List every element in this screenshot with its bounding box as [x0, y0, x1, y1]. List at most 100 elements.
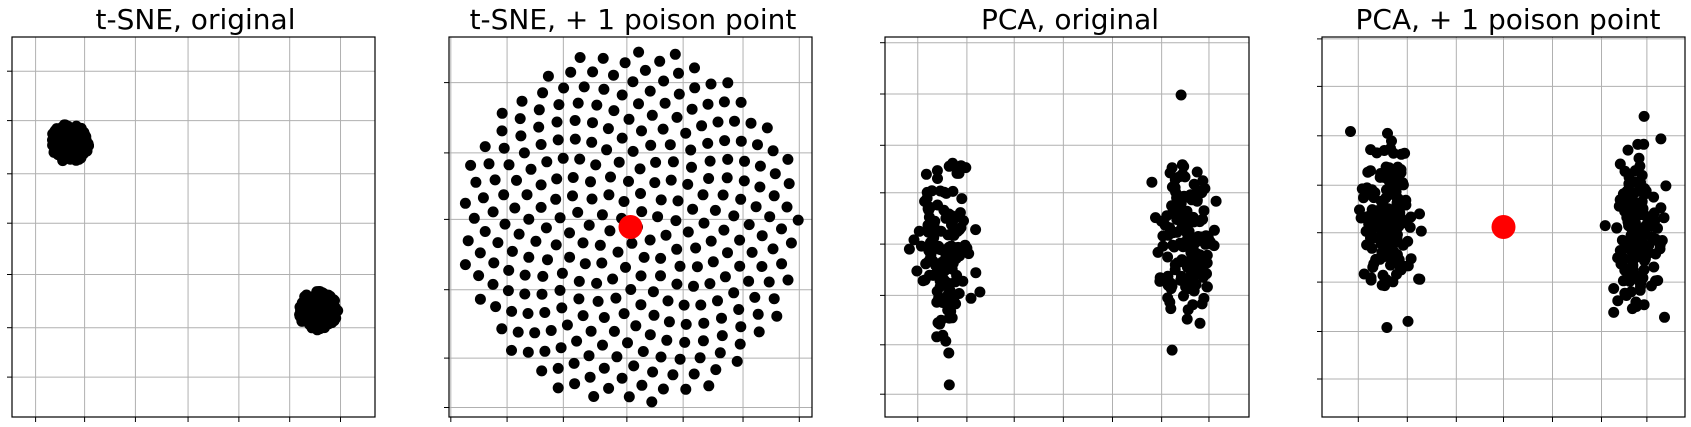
data-point — [644, 329, 656, 341]
data-point — [1405, 253, 1417, 265]
data-point — [689, 82, 701, 94]
data-point — [567, 190, 578, 202]
data-point — [932, 199, 943, 211]
data-point — [506, 245, 518, 257]
data-point — [628, 360, 640, 372]
data-point — [1648, 261, 1660, 273]
data-point — [924, 269, 936, 281]
data-point — [756, 261, 768, 272]
data-point — [1413, 273, 1425, 285]
data-point — [551, 173, 563, 185]
data-point — [943, 312, 955, 324]
data-point — [754, 181, 766, 193]
panel-2: t-SNE, + 1 poison point — [444, 3, 813, 422]
data-point — [1405, 211, 1417, 223]
data-point — [511, 174, 522, 186]
data-point — [716, 312, 727, 324]
data-point — [518, 147, 530, 159]
panel-3: PCA, original — [880, 3, 1250, 422]
data-point — [479, 141, 491, 153]
data-point — [702, 137, 714, 149]
data-point — [558, 82, 570, 94]
data-point — [664, 139, 676, 151]
data-point — [1612, 295, 1624, 307]
data-point — [1166, 344, 1178, 356]
data-point — [618, 308, 630, 320]
data-point — [603, 382, 615, 394]
data-point — [728, 210, 740, 222]
data-point — [636, 125, 647, 137]
data-point — [492, 237, 504, 249]
data-point — [545, 325, 557, 336]
data-point — [785, 237, 797, 249]
data-point — [970, 224, 982, 236]
data-point — [943, 379, 955, 391]
data-point — [1208, 224, 1220, 236]
data-point — [738, 175, 750, 187]
data-point — [498, 142, 510, 154]
data-point — [462, 235, 474, 247]
data-point — [1187, 244, 1199, 256]
data-point — [596, 209, 608, 221]
data-point — [1650, 275, 1661, 287]
data-point — [718, 224, 730, 236]
data-point — [574, 153, 586, 165]
data-point — [1164, 167, 1176, 179]
data-point — [1178, 290, 1189, 302]
data-point — [314, 289, 326, 301]
data-point — [627, 76, 639, 88]
data-point — [1623, 178, 1635, 190]
data-point — [1354, 204, 1365, 216]
data-point — [1180, 226, 1192, 238]
data-point — [459, 197, 471, 209]
data-point — [1375, 195, 1387, 207]
data-point — [1154, 272, 1166, 284]
data-point — [948, 252, 960, 264]
data-point — [743, 275, 755, 287]
data-point — [587, 117, 598, 129]
data-point — [602, 123, 614, 135]
data-point — [1146, 176, 1158, 188]
data-point — [616, 372, 628, 384]
data-point — [1178, 161, 1190, 172]
data-point — [479, 226, 491, 237]
data-point — [1397, 239, 1409, 251]
data-point — [970, 267, 982, 279]
data-point — [658, 75, 670, 87]
data-point — [680, 383, 692, 395]
data-point — [552, 362, 564, 374]
data-point — [717, 189, 729, 201]
data-point — [655, 194, 667, 206]
panel-3-title: PCA, original — [981, 3, 1159, 36]
data-point — [608, 69, 619, 81]
data-point — [696, 120, 708, 132]
data-point — [735, 193, 747, 205]
data-point — [585, 325, 597, 337]
data-point — [489, 174, 501, 186]
data-point — [1631, 301, 1642, 312]
data-point — [1365, 165, 1376, 177]
data-point — [635, 188, 646, 199]
data-point — [908, 234, 920, 246]
data-point — [965, 292, 977, 304]
data-point — [1391, 191, 1403, 203]
axes-frame — [11, 36, 376, 418]
data-point — [769, 168, 781, 180]
data-point — [644, 234, 656, 246]
data-point — [1399, 199, 1411, 211]
data-point — [959, 239, 971, 251]
data-point — [704, 155, 716, 167]
data-point — [590, 159, 602, 171]
data-point — [704, 278, 716, 290]
data-point — [569, 115, 581, 126]
panel-2-title: t-SNE, + 1 poison point — [470, 3, 797, 36]
data-point — [782, 153, 794, 165]
data-point — [1175, 89, 1187, 101]
data-point — [630, 320, 642, 332]
data-point — [776, 223, 787, 235]
data-point — [468, 212, 480, 224]
data-point — [300, 290, 312, 302]
data-point — [1658, 212, 1670, 224]
data-point — [601, 144, 613, 156]
data-point — [694, 352, 706, 364]
